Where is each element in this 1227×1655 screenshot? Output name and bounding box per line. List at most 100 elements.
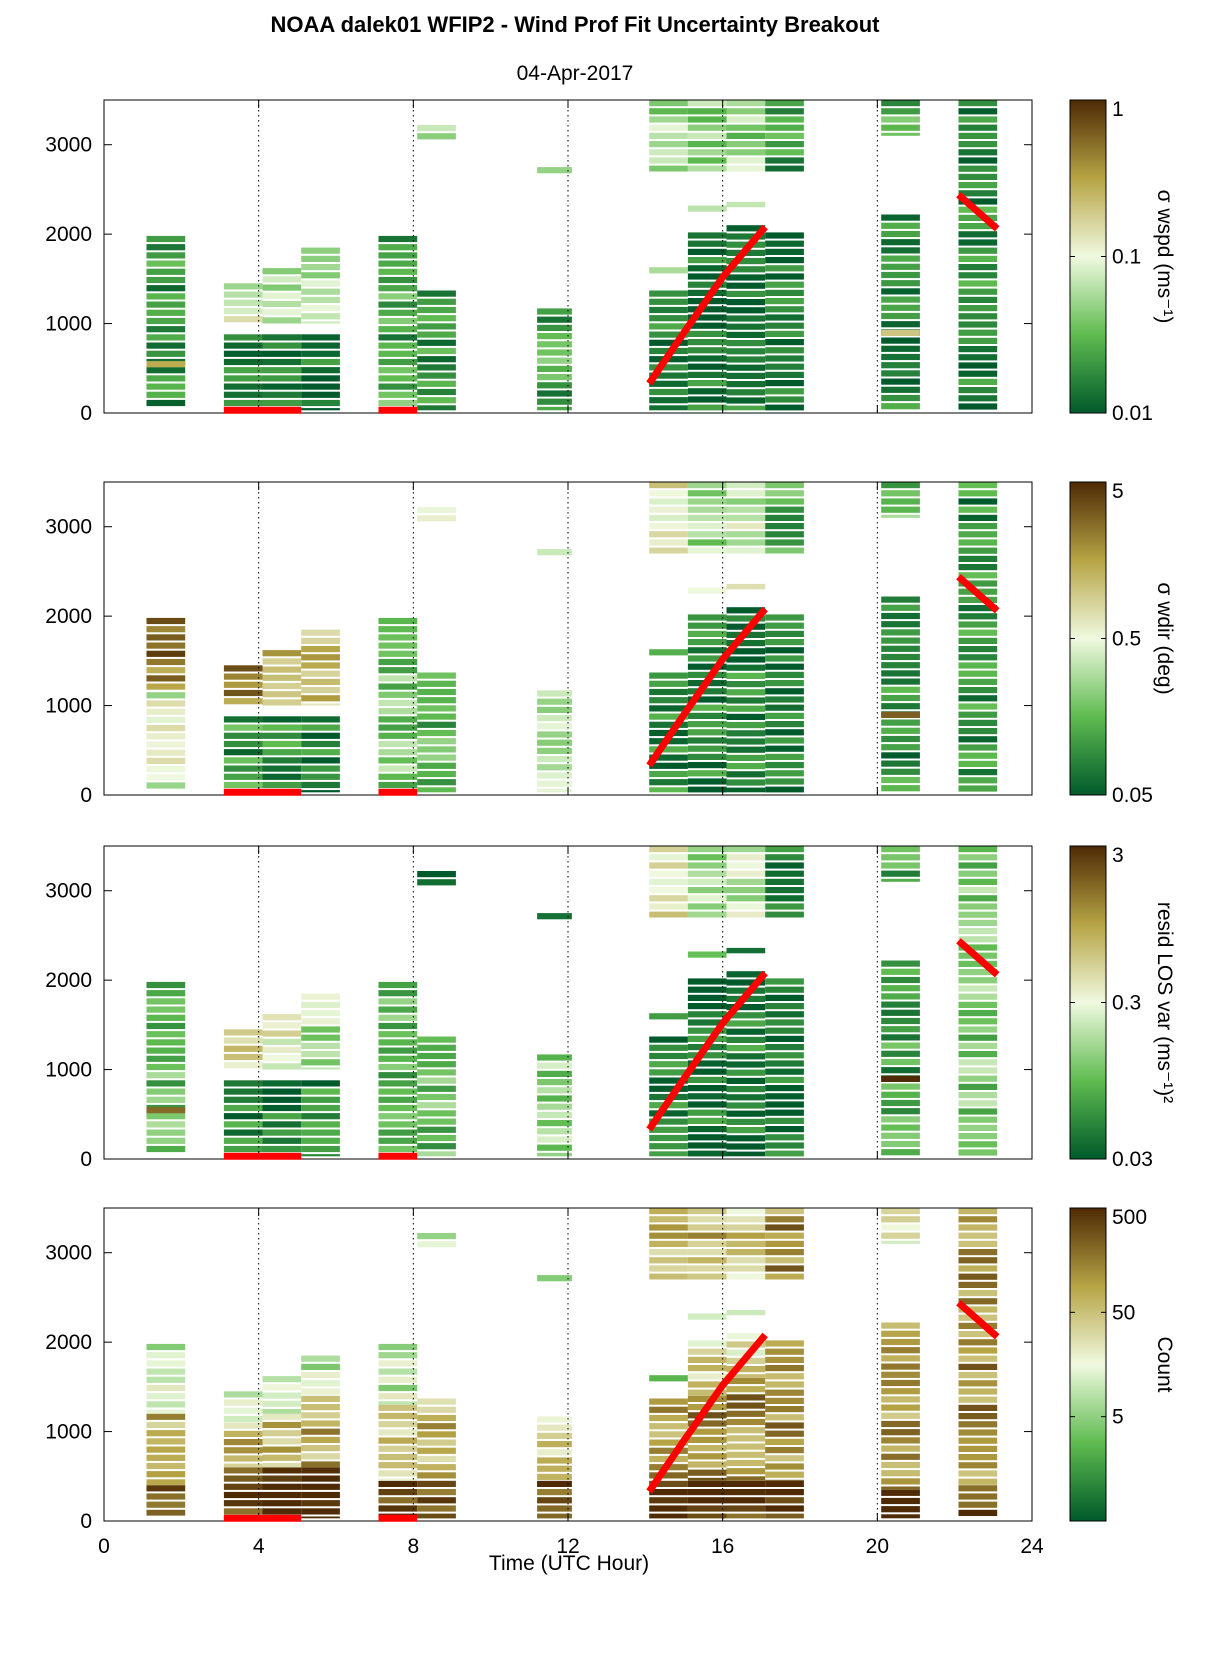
- heatmap-cell: [881, 744, 920, 751]
- heatmap-cell: [262, 276, 302, 283]
- heatmap-cell: [726, 108, 766, 115]
- heatmap-cell: [726, 1418, 766, 1426]
- heatmap-cell: [223, 732, 263, 739]
- heatmap-cell: [958, 769, 998, 776]
- heatmap-column: [958, 482, 998, 792]
- heatmap-cell: [958, 223, 998, 230]
- heatmap-cell: [649, 705, 688, 712]
- heatmap-cell: [146, 285, 186, 292]
- heatmap-cell: [537, 1070, 572, 1077]
- heatmap-cell: [417, 713, 456, 720]
- heatmap-cell: [378, 1121, 418, 1128]
- heatmap-cell: [881, 304, 920, 311]
- heatmap-cell: [687, 903, 727, 910]
- colorbar-tick-label: 0.3: [1112, 992, 1141, 1015]
- heatmap-cell: [649, 267, 688, 274]
- heatmap-cell: [687, 1313, 727, 1320]
- heatmap-cell: [537, 756, 572, 763]
- colorbar-tick-label: 1: [1112, 98, 1124, 121]
- heatmap-cell: [378, 326, 418, 333]
- heatmap-cell: [765, 622, 804, 629]
- heatmap-cell: [958, 936, 998, 943]
- heatmap-cell: [881, 337, 920, 344]
- colorbar-label: resid LOS var (ms⁻¹)²: [1153, 902, 1176, 1103]
- heatmap-cell: [417, 738, 456, 745]
- heatmap-cell: [726, 1497, 766, 1504]
- heatmap-cell: [958, 777, 998, 784]
- heatmap-cell: [146, 749, 186, 756]
- heatmap-cell: [417, 1489, 456, 1496]
- heatmap-cell: [958, 1010, 998, 1017]
- heatmap-cell: [537, 308, 572, 315]
- heatmap-cell: [146, 1129, 186, 1136]
- heatmap-cell: [223, 1137, 263, 1144]
- heatmap-cell: [958, 1208, 998, 1215]
- heatmap-cell: [958, 280, 998, 287]
- heatmap-cell: [726, 615, 766, 622]
- heatmap-cell: [881, 1149, 920, 1156]
- heatmap-cell: [223, 1062, 263, 1069]
- heatmap-column: [262, 650, 302, 793]
- heatmap-cell: [378, 285, 418, 292]
- heatmap-cell: [958, 337, 998, 344]
- heatmap-cell: [726, 846, 766, 853]
- heatmap-cell: [301, 391, 340, 398]
- heatmap-cell: [881, 645, 920, 652]
- heatmap-cell: [881, 1116, 920, 1123]
- heatmap-cell: [687, 1076, 727, 1083]
- heatmap-cell: [687, 587, 727, 594]
- heatmap-cell: [881, 1355, 920, 1362]
- colorbar-tick-label: 0.01: [1112, 402, 1153, 425]
- heatmap-cell: [765, 141, 804, 148]
- heatmap-cell: [146, 301, 186, 308]
- heatmap-cell: [301, 296, 340, 303]
- heatmap-cell: [378, 1497, 418, 1504]
- heatmap-cell: [726, 854, 766, 861]
- heatmap-cell: [765, 330, 804, 337]
- heatmap-cell: [146, 741, 186, 748]
- heatmap-cell: [649, 315, 688, 322]
- heatmap-cell: [649, 157, 688, 164]
- heatmap-cell: [687, 257, 727, 264]
- heatmap-cell: [146, 361, 186, 368]
- heatmap-cell: [726, 1386, 766, 1393]
- heatmap-cell: [765, 895, 804, 902]
- heatmap-cell: [687, 729, 727, 736]
- heatmap-cell: [881, 108, 920, 115]
- heatmap-cell: [687, 1365, 727, 1372]
- heatmap-cell: [765, 753, 804, 760]
- heatmap-cell: [146, 293, 186, 300]
- heatmap-cell: [958, 173, 998, 180]
- heatmap-cell: [726, 1069, 766, 1076]
- heatmap-cell: [378, 1462, 418, 1469]
- heatmap-cell: [146, 1039, 186, 1046]
- heatmap-cell: [378, 1039, 418, 1046]
- heatmap-cell: [417, 1052, 456, 1060]
- heatmap-cell: [301, 1129, 340, 1136]
- heatmap-column: [223, 1029, 263, 1157]
- heatmap-cell: [958, 719, 998, 726]
- heatmap-cell: [687, 149, 727, 156]
- heatmap-cell: [537, 1079, 572, 1086]
- heatmap-cell: [301, 1121, 340, 1128]
- heatmap-cell: [765, 911, 804, 918]
- heatmap-cell: [146, 634, 186, 641]
- heatmap-cell: [958, 736, 998, 743]
- heatmap-cell: [881, 1232, 920, 1239]
- heatmap-cell: [417, 770, 456, 778]
- heatmap-cell: [726, 132, 766, 139]
- heatmap-cell: [537, 690, 572, 697]
- heatmap-cell: [726, 705, 766, 712]
- heatmap-cell: [958, 157, 998, 164]
- heatmap-cell: [649, 1044, 688, 1051]
- heatmap-cell: [262, 765, 302, 772]
- heatmap-cell: [726, 1249, 766, 1256]
- heatmap-cell: [146, 667, 186, 674]
- heatmap-cell: [687, 1027, 727, 1034]
- heatmap-cell: [301, 1010, 340, 1017]
- heatmap-cell: [881, 1240, 920, 1244]
- heatmap-cell: [378, 781, 418, 789]
- heatmap-cell: [958, 760, 998, 767]
- heatmap-cell: [301, 1363, 340, 1370]
- heatmap-cell: [146, 252, 186, 259]
